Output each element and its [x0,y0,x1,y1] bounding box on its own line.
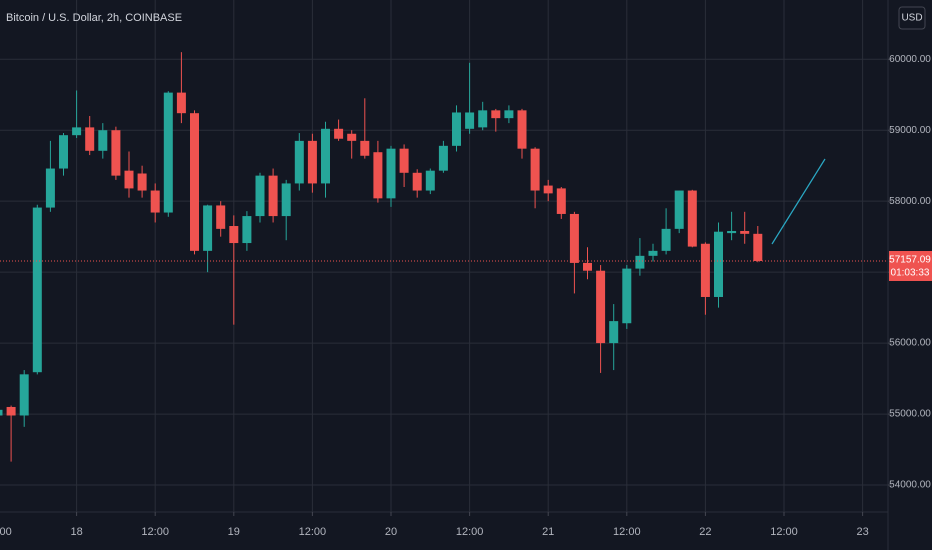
candle-body [242,216,252,244]
candle-body [281,183,291,217]
candle-body [229,226,239,244]
candle-body [294,140,304,184]
x-tick-label: 12:00 [770,526,798,538]
candle-body [674,190,684,229]
candle-body [360,140,370,156]
candle-body [321,128,330,184]
y-tick-label: 55000.00 [889,409,931,420]
candle-body [203,205,213,251]
candle-body [268,175,278,217]
candle-body [753,233,763,261]
x-tick-label: 21 [542,526,554,538]
chart-title: Bitcoin / U.S. Dollar, 2h, COINBASE [6,12,182,24]
candle-body [45,168,55,208]
x-tick-label: 12:00 [456,526,484,538]
y-tick-label: 60000.00 [889,54,931,65]
candle-body [412,172,422,191]
candle-body [163,92,173,213]
candle-body [59,135,68,169]
x-tick-label: 18 [70,526,82,538]
candle-body [6,406,16,416]
x-tick-label: 12:00 [0,526,12,538]
x-tick-label: 19 [228,526,240,538]
candle-body [687,190,697,247]
candle-body [556,188,566,214]
candle-body [609,321,619,344]
candle-body [98,130,108,151]
candle-body [425,170,435,191]
candle-body [399,148,409,173]
candle-body [19,374,29,416]
candle-body [530,148,540,191]
x-tick-label: 12:00 [613,526,641,538]
candle-body [255,175,265,217]
candle-body [491,110,501,119]
currency-label[interactable]: USD [901,13,922,24]
candle-body [176,92,186,114]
candle-body [307,140,317,184]
candle-body [124,170,134,189]
candle-body [648,250,658,256]
x-tick-label: 20 [385,526,397,538]
candle-body [386,148,396,199]
candle-body [190,113,199,251]
x-tick-label: 22 [699,526,711,538]
candle-body [32,207,42,373]
candle-body [438,145,448,171]
candle-body [72,127,82,136]
countdown-label: 01:03:33 [891,268,930,279]
x-tick-label: 12:00 [299,526,327,538]
trend-line-drawing [771,158,826,245]
candle-body [465,112,475,129]
grid [0,0,888,512]
y-tick-label: 54000.00 [889,480,931,491]
candle-body [85,127,95,151]
candle-body [452,112,461,146]
candle-body [0,409,3,416]
candle-body [727,230,737,234]
currency-button[interactable] [898,6,926,30]
x-tick-label: 23 [856,526,868,538]
candle-body [661,228,671,251]
candle-body [347,133,357,141]
candle-body [517,110,527,149]
candle-body [596,270,606,344]
candle-body [334,128,344,139]
candle-body [700,243,710,297]
candle-body [478,110,488,128]
candle-body [583,262,592,271]
candle-body [216,205,226,229]
candle-body [740,230,750,234]
candle-body [150,190,160,213]
y-tick-label: 59000.00 [889,125,931,136]
overlay: 57157.09 01:03:33 [0,250,932,281]
candle-body [714,231,723,297]
x-tick-label: 12:00 [141,526,169,538]
candle-body [373,152,383,199]
candle-body [137,173,147,191]
y-tick-label: 58000.00 [889,196,931,207]
candle-body [504,110,514,119]
candle-body [622,268,632,324]
last-price-label: 57157.09 [889,255,931,266]
candles [0,52,763,462]
time-axis: 12:00 18 12:00 19 12:00 20 12:00 21 12:00 22 12:00… [0,512,869,538]
candle-body [635,255,645,269]
candle-body [569,213,579,263]
last-price-box [889,250,932,281]
y-tick-label: 56000.00 [889,338,931,349]
candle-body [111,130,121,176]
candle-body [543,185,553,194]
